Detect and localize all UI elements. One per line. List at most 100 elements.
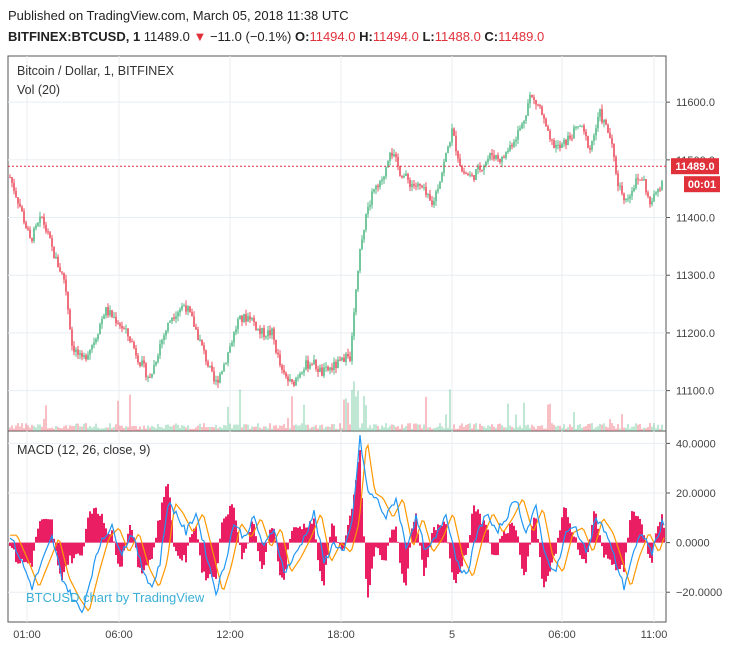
volume-bar [521,428,523,431]
volume-bar [617,424,619,431]
volume-bar [305,424,307,431]
volume-bar [109,423,111,431]
volume-bar [201,427,203,431]
candle-body [399,166,401,176]
volume-bar [25,423,27,431]
volume-bar [461,423,463,431]
x-tick-label: 11:00 [641,629,668,641]
macd-histogram-bar [85,528,87,543]
volume-bar [297,425,299,431]
macd-histogram-bar [43,519,45,543]
volume-bar [435,427,437,431]
candle-body [63,272,65,280]
volume-bar [185,427,187,431]
volume-bar [33,426,35,431]
volume-bar [613,425,615,431]
volume-bar [349,424,351,431]
candle-body [441,172,443,182]
macd-histogram-bar [127,533,129,543]
candle-body [511,145,513,147]
volume-bar [181,425,183,431]
volume-bar [591,423,593,431]
volume-bar [147,425,149,431]
macd-histogram-bar [175,542,177,552]
candle-body [129,336,131,342]
candle-body [189,306,191,313]
candle-body [79,353,81,355]
macd-histogram-bar [491,542,493,555]
volume-bar [215,424,217,431]
volume-bar [133,425,135,431]
macd-histogram-bar [291,530,293,543]
macd-histogram-bar [647,542,649,554]
x-tick-label: 5 [449,629,455,641]
macd-histogram-bar [357,462,359,543]
macd-histogram-bar [319,542,321,572]
macd-histogram-bar [567,517,569,543]
macd-histogram-bar [151,542,153,559]
macd-histogram-bar [321,542,323,582]
macd-histogram-bar [469,535,471,543]
macd-histogram-bar [129,524,131,543]
volume-bar [601,424,603,431]
macd-histogram-bar [603,542,605,558]
volume-bar [507,403,509,431]
candle-body [105,307,107,316]
candle-body [161,340,163,345]
macd-histogram-bar [617,542,619,570]
macd-histogram-bar [427,542,429,558]
candle-body [269,330,271,336]
volume-bar [119,425,121,431]
macd-histogram-bar [307,527,309,543]
candle-body [337,359,339,369]
macd-histogram-bar [223,518,225,543]
macd-histogram-bar [289,539,291,543]
tradingview-watermark[interactable]: BTCUSD chart by TradingView [26,590,205,605]
volume-bar [635,423,637,431]
volume-bar [221,427,223,431]
candle-body [345,353,347,362]
candle-body [465,173,467,175]
candle-body [229,346,231,353]
macd-histogram-bar [395,526,397,543]
candle-body [95,339,97,343]
candle-body [645,179,647,193]
candle-body [581,125,583,127]
volume-bar [309,428,311,431]
macd-histogram-bar [539,542,541,558]
candle-body [627,198,629,200]
volume-bar [651,426,653,431]
macd-histogram-bar [109,534,111,543]
volume-bar [465,424,467,431]
candle-body [523,120,525,124]
volume-bar [273,425,275,431]
volume-bar [137,428,139,431]
macd-histogram-bar [609,542,611,560]
candle-body [343,357,345,362]
macd-histogram-bar [221,522,223,543]
macd-histogram-bar [251,521,253,543]
plot-border [7,55,667,623]
volume-bar [383,427,385,431]
candle-body [257,328,259,330]
volume-bar [41,426,43,431]
volume-bar [403,427,405,431]
macd-histogram-bar [61,542,63,581]
macd-histogram-bar [211,542,213,577]
last-price-badge-box [671,158,719,175]
candle-body [41,216,43,218]
candle-body [431,200,433,205]
volume-bar [473,424,475,431]
macd-histogram-bar [515,530,517,543]
macd-histogram-bar [143,542,145,571]
volume-bar [615,428,617,431]
volume-bar [111,428,113,431]
macd-histogram-bar [73,542,75,559]
macd-histogram-bar [413,521,415,543]
macd-histogram-bar [113,541,115,543]
candle-body [69,309,71,330]
volume-bar [433,428,435,431]
candle-body [123,328,125,330]
candle-body [495,155,497,159]
